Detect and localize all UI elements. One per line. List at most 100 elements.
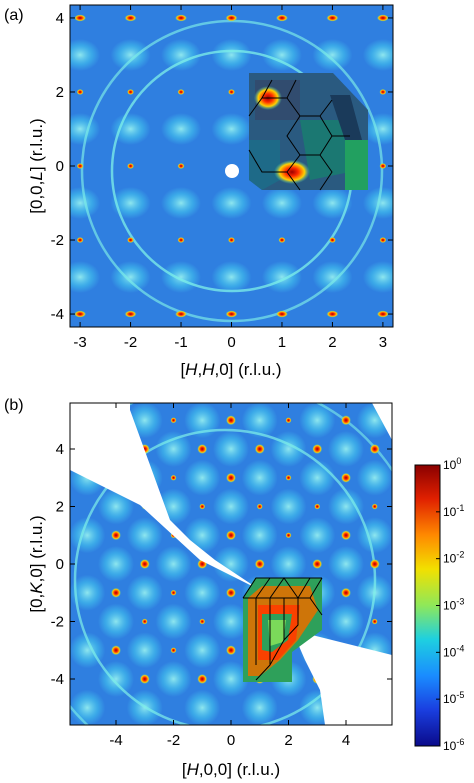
bragg-peak <box>76 163 84 169</box>
y-tick-label: -4 <box>51 671 64 688</box>
diffuse-blob <box>161 112 202 145</box>
diffuse-blob <box>70 187 101 220</box>
bragg-peak <box>139 674 150 684</box>
diffuse-blob <box>241 403 278 439</box>
diffuse-blob <box>213 488 249 525</box>
diffuse-blob <box>211 38 252 71</box>
panel-a-y-axis-label: [0,0,L] (r.l.u.) <box>27 118 46 213</box>
bragg-peak <box>76 237 84 244</box>
bragg-peak <box>341 472 351 483</box>
diffuse-blob <box>161 261 202 294</box>
bragg-peak <box>278 237 286 244</box>
panel-a-x-axis: -3 -2 -1 0 1 2 3 <box>73 5 387 351</box>
diffuse-blob <box>126 574 163 611</box>
diffuse-blob <box>98 603 134 640</box>
diffuse-blob <box>299 517 336 554</box>
y-tick-label: -2 <box>51 614 64 631</box>
colorbar-tick-label: 10-6 <box>443 737 464 753</box>
bragg-peak <box>170 589 177 596</box>
colorbar-ticks: 100 10-1 10-2 10-3 10-4 10-5 10-6 <box>436 456 464 753</box>
diffuse-blob <box>184 574 221 611</box>
bragg-peak <box>225 14 238 22</box>
diffuse-blob <box>213 603 249 640</box>
bragg-peak <box>376 310 389 318</box>
colorbar-tick-label: 100 <box>443 456 461 472</box>
colorbar-tick-label: 10-5 <box>443 690 464 706</box>
bragg-peak <box>228 88 235 95</box>
bragg-peak <box>369 559 380 569</box>
diffuse-blob <box>261 187 302 220</box>
diffuse-blob <box>328 488 364 525</box>
y-tick-label: -2 <box>51 232 64 249</box>
diffuse-blob <box>70 38 101 71</box>
diffuse-blob <box>312 38 353 71</box>
panel-a-y-axis: 4 2 0 -2 -4 <box>51 10 393 323</box>
bragg-peak <box>139 559 150 569</box>
diffuse-blob <box>70 689 106 725</box>
diffuse-blob <box>328 431 364 467</box>
bragg-peak <box>341 587 351 598</box>
panel-a-bragg-peaks <box>74 14 389 318</box>
bragg-peak <box>225 310 238 318</box>
y-tick-label: 4 <box>56 10 64 27</box>
bragg-peak <box>369 444 380 454</box>
bragg-peak <box>254 444 265 454</box>
diffuse-blob <box>161 187 202 220</box>
bragg-peak <box>341 530 351 541</box>
x-tick-label: 4 <box>342 732 350 749</box>
bragg-peak <box>170 417 177 424</box>
x-tick-label: -2 <box>124 334 137 351</box>
diffuse-blob <box>362 112 393 145</box>
bragg-peak <box>177 163 185 169</box>
bragg-peak <box>226 472 236 483</box>
bragg-peak <box>371 503 378 510</box>
bragg-peak <box>175 14 188 22</box>
diffuse-blob <box>362 187 393 220</box>
diffuse-blob <box>110 261 151 294</box>
diffuse-blob <box>155 546 192 582</box>
bragg-peak <box>285 532 292 539</box>
diffuse-blob <box>241 459 278 496</box>
bragg-peak <box>124 14 137 22</box>
bragg-peak <box>285 474 292 481</box>
diffuse-blob <box>312 261 353 294</box>
diffuse-blob <box>155 431 192 467</box>
bragg-peak <box>328 237 336 244</box>
x-tick-label: -2 <box>167 732 180 749</box>
bragg-peak <box>326 14 339 22</box>
diffuse-blob <box>126 632 163 669</box>
panel-a-simulation-inset <box>248 73 368 191</box>
panel-b-unmeasured-region-lower <box>292 630 392 725</box>
bragg-peak <box>226 587 236 598</box>
bragg-peak <box>197 444 208 454</box>
y-tick-label: 2 <box>56 84 64 101</box>
bragg-peak <box>226 530 236 541</box>
bragg-peak <box>177 88 185 95</box>
panel-b-y-axis: 4 2 0 -2 -4 <box>51 441 392 688</box>
diffuse-blob <box>270 546 307 582</box>
diffuse-blob <box>126 517 163 554</box>
panel-b-unmeasured-region-upper <box>70 403 260 590</box>
bragg-peak <box>76 88 84 95</box>
bragg-peak <box>74 14 87 22</box>
bragg-peak <box>275 14 288 22</box>
bragg-peak <box>175 310 188 318</box>
y-tick-label: 0 <box>56 556 64 573</box>
bragg-peak <box>226 415 236 426</box>
diffuse-blob <box>70 261 101 294</box>
panel-b-x-axis: -4 -2 0 2 4 <box>109 403 350 749</box>
diffuse-blob <box>241 517 278 554</box>
panel-b-label: (b) <box>4 397 24 414</box>
bragg-peak <box>312 559 323 569</box>
bragg-peak <box>199 503 206 510</box>
x-tick-label: -1 <box>174 334 187 351</box>
bragg-peak <box>228 237 235 244</box>
diffuse-blob <box>110 38 151 71</box>
diffuse-blob <box>184 459 221 496</box>
bragg-peak <box>111 530 121 541</box>
colorbar-tick-label: 10-4 <box>443 643 464 659</box>
bragg-peak <box>226 645 236 656</box>
diffuse-blob <box>241 689 278 725</box>
bragg-peak <box>197 674 208 684</box>
